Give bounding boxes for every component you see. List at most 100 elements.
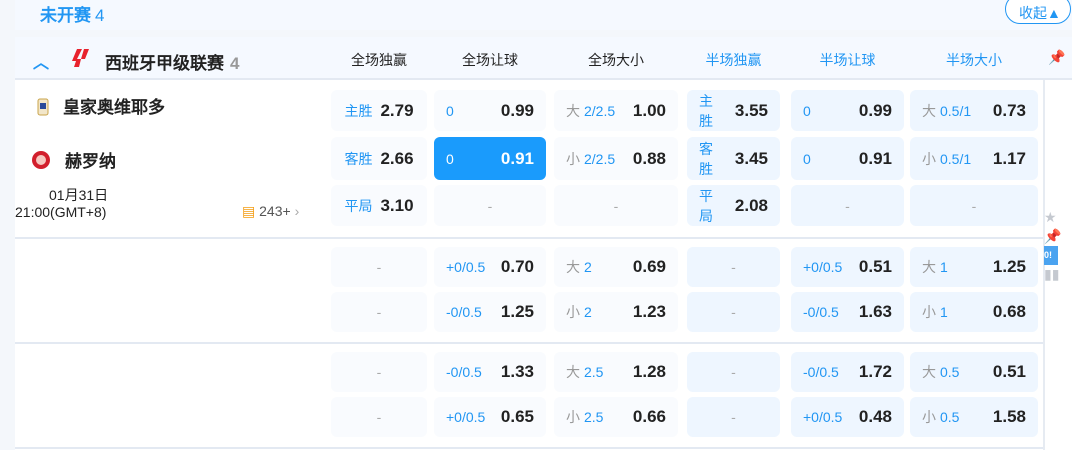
odds-cell[interactable]: 客胜 3.45 [687,137,780,180]
odds-cell[interactable]: 小 2/2.5 0.88 [554,137,678,180]
star-icon[interactable]: ★ [1044,209,1057,225]
pin-icon[interactable]: 📌 [1048,49,1066,65]
odds-line: -0/0.5 [446,304,482,320]
odds-cell: - [687,352,780,392]
odds-label: 0.5 [940,409,960,425]
odds-line: 小 0.5 [922,407,959,427]
odds-cell[interactable]: 小 1 0.68 [910,292,1038,332]
odds-cell[interactable]: 主胜 3.55 [687,90,780,131]
odds-cell[interactable]: 大 2 0.69 [554,247,678,287]
home-team: 皇家奥维耶多 [37,93,165,118]
collapse-button[interactable]: 收起▲ [1005,0,1071,24]
odds-label: 客胜 [699,140,713,177]
odds-cell[interactable]: 主胜 2.79 [331,90,427,131]
odds-cell[interactable]: +0/0.5 0.48 [791,397,904,437]
league-count: 4 [230,54,240,73]
odds-cell[interactable]: 0 0.99 [791,90,904,131]
odds-value: 0.51 [992,362,1026,381]
stats-chart-icon[interactable]: ▮▮ [1044,266,1060,282]
odds-label: -0/0.5 [803,364,839,380]
odds-line: 大 0.5/1 [922,101,971,121]
odds-cell[interactable]: -0/0.5 1.33 [434,352,546,392]
odds-value: 0.88 [632,148,666,168]
odds-label: -0/0.5 [446,304,482,320]
odds-cell[interactable]: 大 2/2.5 1.00 [554,90,678,131]
odds-cell[interactable]: 小 2 1.23 [554,292,678,332]
odds-label: 平局 [344,197,373,214]
odds-line: +0/0.5 [446,409,485,425]
odds-cell[interactable]: 小 0.5 1.58 [910,397,1038,437]
odds-cell[interactable]: +0/0.5 0.70 [434,247,546,287]
away-team: 赫罗纳 [31,147,116,172]
more-markets-link[interactable]: ▤ 243+ › [242,203,300,219]
odds-label: 2 [584,259,592,275]
odds-cell[interactable]: 小 2.5 0.66 [554,397,678,437]
odds-line: +0/0.5 [446,259,485,275]
odds-cell[interactable]: -0/0.5 1.72 [791,352,904,392]
league-panel: ︿ 西班牙甲级联赛 4 📌 皇家奥维耶多 赫罗纳 01月31日 21:00(GMT+… [15,37,1072,450]
column-header: 全场大小 [588,52,644,68]
odds-cell: - [791,185,904,226]
column-header: 全场让球 [462,52,518,68]
odds-cell[interactable]: 大 0.5/1 0.73 [910,90,1038,131]
odds-cell[interactable]: 客胜 2.66 [331,137,427,180]
odds-prefix: 小 [566,304,580,320]
odds-value: 2.79 [380,100,414,120]
odds-label: 0.5/1 [940,102,972,119]
odds-label: 0 [803,102,811,119]
odds-cell: - [687,247,780,287]
pin-icon[interactable]: 📌 [1044,228,1062,244]
odds-cell[interactable]: 大 2.5 1.28 [554,352,678,392]
odds-cell: - [331,247,427,287]
odds-label: 0 [446,102,454,119]
odds-cell[interactable]: 0 0.99 [434,90,546,131]
odds-value: 3.10 [380,195,414,215]
odds-label: 0 [446,150,454,167]
odds-value: 1.25 [500,302,534,321]
odds-line: 0 [446,103,454,119]
league-header[interactable]: ︿ 西班牙甲级联赛 4 📌 [15,37,1072,80]
section-title: 未开赛 4 [40,6,105,25]
odds-label: -0/0.5 [446,364,482,380]
odds-cell[interactable]: +0/0.5 0.51 [791,247,904,287]
odds-cell[interactable]: 平局 3.10 [331,185,427,226]
odds-cell[interactable]: 大 1 1.25 [910,247,1038,287]
odds-cell[interactable]: +0/0.5 0.65 [434,397,546,437]
odds-value: 1.72 [858,362,892,381]
odds-cell[interactable]: 小 0.5/1 1.17 [910,137,1038,180]
odds-label: 2/2.5 [584,150,616,167]
odds-line: 0 [803,151,811,167]
row-divider [15,342,1043,344]
odds-value: 1.28 [632,362,666,381]
odds-line: -0/0.5 [803,364,839,380]
odds-value: 2.66 [380,148,414,168]
odds-cell[interactable]: 0 0.91 [434,137,546,180]
live-badge-icon[interactable]: 0! [1044,246,1058,265]
odds-line: -0/0.5 [803,304,839,320]
odds-value: 1.25 [992,257,1026,276]
odds-cell: - [687,292,780,332]
chevron-up-icon[interactable]: ︿ [33,55,50,72]
odds-line: 0 [803,103,811,119]
odds-value: 0.70 [500,257,534,276]
odds-prefix: 大 [922,102,936,119]
odds-cell: - [434,185,546,226]
laliga-logo-icon [72,49,89,67]
odds-line: +0/0.5 [803,409,842,425]
away-team-crest-icon [32,150,50,169]
odds-cell[interactable]: -0/0.5 1.63 [791,292,904,332]
odds-cell[interactable]: 平局 2.08 [687,185,780,226]
odds-cell[interactable]: 大 0.5 0.51 [910,352,1038,392]
odds-cell[interactable]: -0/0.5 1.25 [434,292,546,332]
odds-line: 大 2.5 [566,362,603,382]
odds-label: -0/0.5 [803,304,839,320]
odds-cell[interactable]: 0 0.91 [791,137,904,180]
odds-line: -0/0.5 [446,364,482,380]
odds-prefix: 小 [922,304,936,320]
odds-icon: ▤ [242,203,256,219]
odds-value: 0.73 [992,100,1026,120]
